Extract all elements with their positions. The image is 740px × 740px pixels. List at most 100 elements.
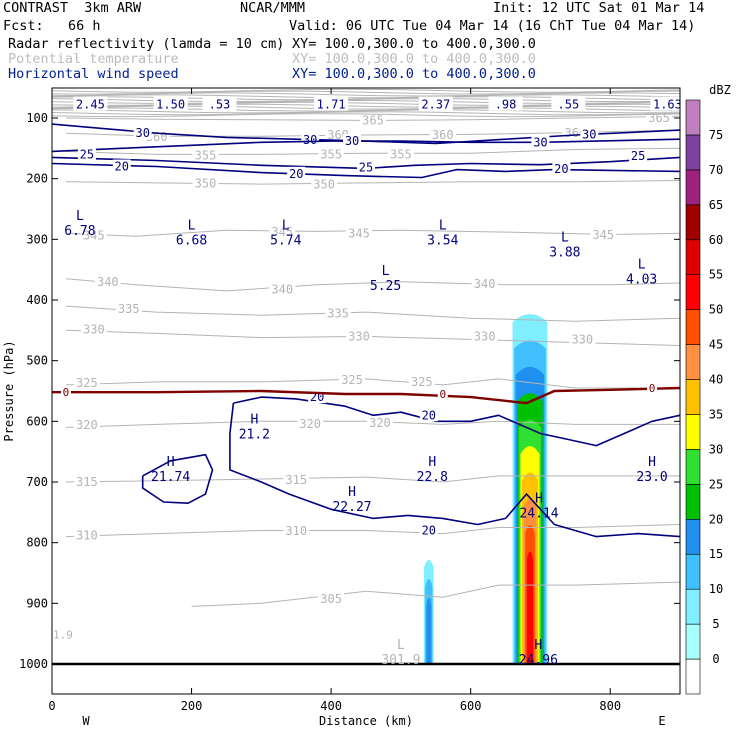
field-name-theta: Potential temperature [8,51,179,67]
wind-label-bg [357,160,375,174]
wind-label-30: 30 [303,133,317,147]
theta-label-345: 345 [83,229,105,243]
colorbar: 0 5 10 15 20 25 30 35 40 45 50 55 60 65 70 75 dBZ [685,83,731,695]
extremum-value: 5.74 [270,233,301,248]
extremum-value: 3.88 [549,245,580,260]
x-tick-label: 400 [320,699,342,713]
y-tick-label: 100 [26,111,48,125]
colorbar-unit: dBZ [709,83,731,97]
colorbar-swatch [685,274,701,310]
top-label-bg [650,96,680,111]
theta-label-305: 305 [320,592,342,606]
reflectivity-cell-0-level-15 [426,598,432,664]
extremum-L: L [282,218,290,233]
wind-label-25: 25 [359,161,373,175]
colorbar-swatch [685,204,701,241]
top-wind-label: 2.37 [421,98,450,112]
field-xy-wind: XY= 100.0,300.0 to 400.0,300.0 [292,66,536,82]
colorbar-swatch [685,484,701,520]
extremum-L: L [638,258,646,273]
theta-label-bg [387,147,414,161]
theta-label-bg [359,113,386,127]
colorbar-swatch [685,169,701,206]
theta-band-line [52,94,680,99]
colorbar-label: 60 [709,233,723,247]
zero-label-bg [647,381,658,394]
theta-label-bg [269,282,296,296]
zero-label: 0 [439,388,446,401]
extremum-value: 22.8 [417,470,448,485]
y-tick-label: 400 [26,293,48,307]
theta-label-355: 355 [195,149,217,163]
theta-label-340: 340 [97,275,119,289]
theta-label-bg [346,226,373,240]
colorbar-label: 70 [709,163,723,177]
wind-label-bg [343,134,362,148]
extremum-L: L [188,218,196,233]
theta-band-line [52,113,680,118]
theta-label-315: 315 [285,473,307,487]
forecast-hour: Fcst: 66 h [3,18,101,34]
field-name-wind: Horizontal wind speed [8,66,179,82]
extremum-value: 3.54 [427,233,458,248]
theta-label-bg [339,373,366,387]
theta-contour-350 [65,180,680,185]
y-tick-label: 600 [26,414,48,428]
colorbar-swatch [685,344,701,380]
wind-label-20: 20 [115,160,129,174]
reflectivity-layer [423,314,548,664]
wind-label-bg [531,135,550,149]
wind-label-bg [133,126,152,140]
theta-label-bg [471,277,498,291]
extremum-value: 6.78 [64,224,95,239]
colorbar-swatch [685,379,701,415]
wind-label-30: 30 [135,126,149,140]
wind-contour-25 [52,156,680,170]
theta-label-bg [318,147,345,161]
top-label-bg [202,96,237,111]
wind-label-20: 20 [289,167,303,181]
theta-label-350: 350 [195,177,217,191]
theta-label-bg [429,127,456,141]
theta-label-bg [283,524,310,538]
colorbar-swatch [685,134,701,171]
wind-contour-20 [52,162,680,179]
extremum-value: 22.27 [332,500,371,515]
extremum-value: 21.74 [151,470,190,485]
extremum-value: 24.14 [519,506,558,521]
extremum-value: 4.03 [626,273,657,288]
top-label-bg [488,96,523,111]
wind-label-bg [112,159,131,173]
theta-label-330: 330 [348,329,370,343]
theta-label-bg [471,329,498,343]
wind-label-20: 20 [554,162,568,176]
extremum-H: H [348,485,356,500]
theta-label-340: 340 [271,283,293,297]
colorbar-label: 50 [709,303,723,317]
colorbar-swatch [685,518,701,555]
colorbar-label: 10 [709,582,723,596]
theta-contour-335 [65,305,680,322]
extremum-value: 5.25 [370,279,401,294]
extremum-L: L [397,638,405,653]
zero-label-bg [60,386,71,399]
theta-label-bg [408,374,435,388]
field-xy-reflectivity: XY= 100.0,300.0 to 400.0,300.0 [292,36,536,52]
colorbar-swatch [685,449,701,485]
theta-label-bg [80,228,107,242]
extremum-value: 6.68 [176,233,207,248]
wind-label-20: 20 [422,524,436,538]
colorbar-swatch [685,623,701,660]
top-wind-label: .55 [558,98,580,112]
wind-label-bg [287,166,306,180]
theta-label-310: 310 [76,528,98,542]
extremum-value: 23.0 [636,470,667,485]
extremum-L: L [439,218,447,233]
model-name: CONTRAST 3km ARW [3,0,142,16]
extremum-value: 21.2 [239,427,270,442]
colorbar-label: 20 [709,512,723,526]
x-tick-label: 0 [48,699,55,713]
